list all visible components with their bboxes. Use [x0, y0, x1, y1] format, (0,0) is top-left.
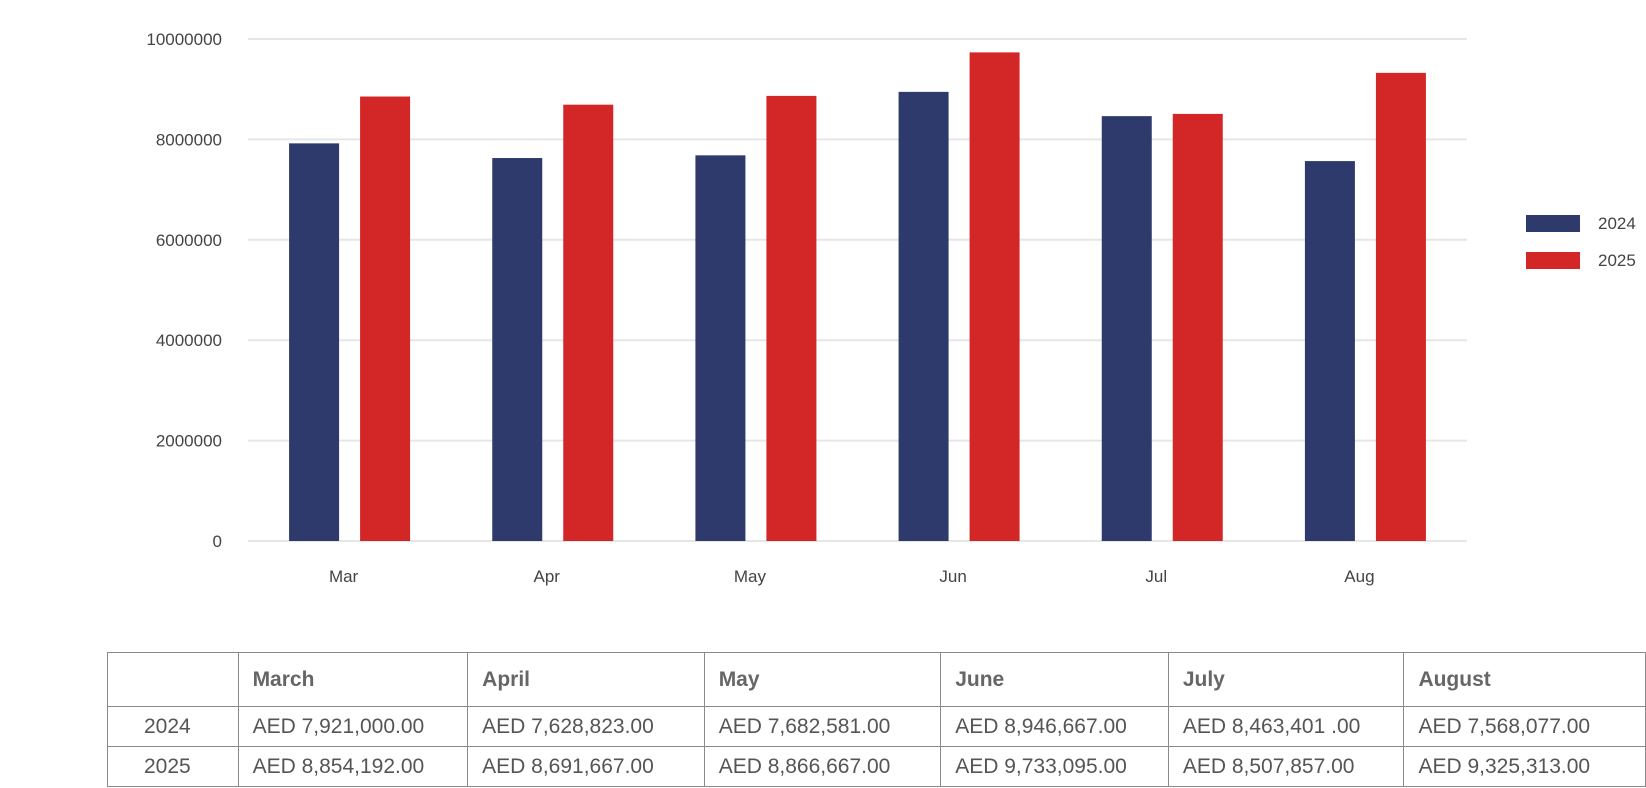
bar-2024-Aug — [1304, 161, 1355, 542]
bar-2024-Jul — [1101, 116, 1152, 541]
x-tick-label: Apr — [534, 567, 561, 586]
bar-2024-Apr — [492, 158, 543, 541]
y-axis-ticks: 0 2000000 4000000 6000000 8000000 10000000 — [146, 30, 222, 551]
x-tick-label: May — [734, 567, 767, 586]
table-header-cell — [107, 652, 239, 707]
table-cell: AED 7,568,077.00 — [1403, 706, 1646, 747]
bars — [289, 52, 1426, 542]
legend: 2024 2025 — [1526, 214, 1636, 270]
table-cell: AED 8,691,667.00 — [467, 746, 705, 787]
table-header-cell: March — [237, 652, 469, 707]
y-tick-label: 10000000 — [146, 30, 222, 49]
table-header-cell: May — [703, 652, 942, 707]
y-tick-label: 4000000 — [156, 331, 222, 350]
bar-2025-Apr — [563, 104, 614, 541]
legend-swatch-2025 — [1526, 252, 1580, 269]
gridlines — [248, 38, 1467, 542]
table-row: 2024 AED 7,921,000.00 AED 7,628,823.00 A… — [107, 706, 1646, 747]
table-cell: AED 9,733,095.00 — [940, 746, 1169, 787]
table-cell: AED 8,866,667.00 — [703, 746, 942, 787]
table-cell: AED 8,854,192.00 — [237, 746, 469, 787]
bar-2024-May — [695, 155, 746, 542]
table-cell: AED 8,463,401 .00 — [1167, 706, 1405, 747]
bar-2025-Aug — [1375, 72, 1426, 541]
bar-2025-Jul — [1172, 113, 1223, 541]
data-table: March April May June July August 2024 AE… — [107, 652, 1646, 787]
x-tick-label: Jul — [1145, 567, 1167, 586]
bar-2025-May — [766, 95, 817, 542]
legend-label-2025: 2025 — [1598, 251, 1636, 270]
x-tick-label: Jun — [939, 567, 966, 586]
x-axis-ticks: Mar Apr May Jun Jul Aug — [329, 567, 1375, 586]
table-cell: AED 9,325,313.00 — [1403, 746, 1646, 787]
bar-2025-Mar — [360, 96, 411, 541]
table-cell: AED 7,921,000.00 — [237, 706, 469, 747]
table-header-row: March April May June July August — [107, 652, 1646, 707]
x-tick-label: Aug — [1344, 567, 1374, 586]
row-label-2024: 2024 — [107, 706, 239, 747]
table-header-cell: July — [1167, 652, 1405, 707]
table-header-cell: August — [1403, 652, 1646, 707]
legend-swatch-2024 — [1526, 215, 1580, 232]
table-header-cell: June — [940, 652, 1169, 707]
y-tick-label: 6000000 — [156, 231, 222, 250]
y-tick-label: 8000000 — [156, 130, 222, 149]
table-cell: AED 7,628,823.00 — [467, 706, 705, 747]
table-cell: AED 7,682,581.00 — [703, 706, 942, 747]
row-label-2025: 2025 — [107, 746, 239, 787]
x-tick-label: Mar — [329, 567, 359, 586]
legend-label-2024: 2024 — [1598, 214, 1636, 233]
table-cell: AED 8,946,667.00 — [940, 706, 1169, 747]
bar-2024-Jun — [898, 91, 949, 541]
y-tick-label: 2000000 — [156, 432, 222, 451]
table-row: 2025 AED 8,854,192.00 AED 8,691,667.00 A… — [107, 746, 1646, 787]
bar-2025-Jun — [969, 52, 1020, 542]
table-cell: AED 8,507,857.00 — [1167, 746, 1405, 787]
bar-chart: 0 2000000 4000000 6000000 8000000 10000000 Ma… — [146, 30, 1636, 586]
y-tick-label: 0 — [213, 532, 222, 551]
bar-2024-Mar — [289, 143, 340, 542]
table-header-cell: April — [467, 652, 705, 707]
